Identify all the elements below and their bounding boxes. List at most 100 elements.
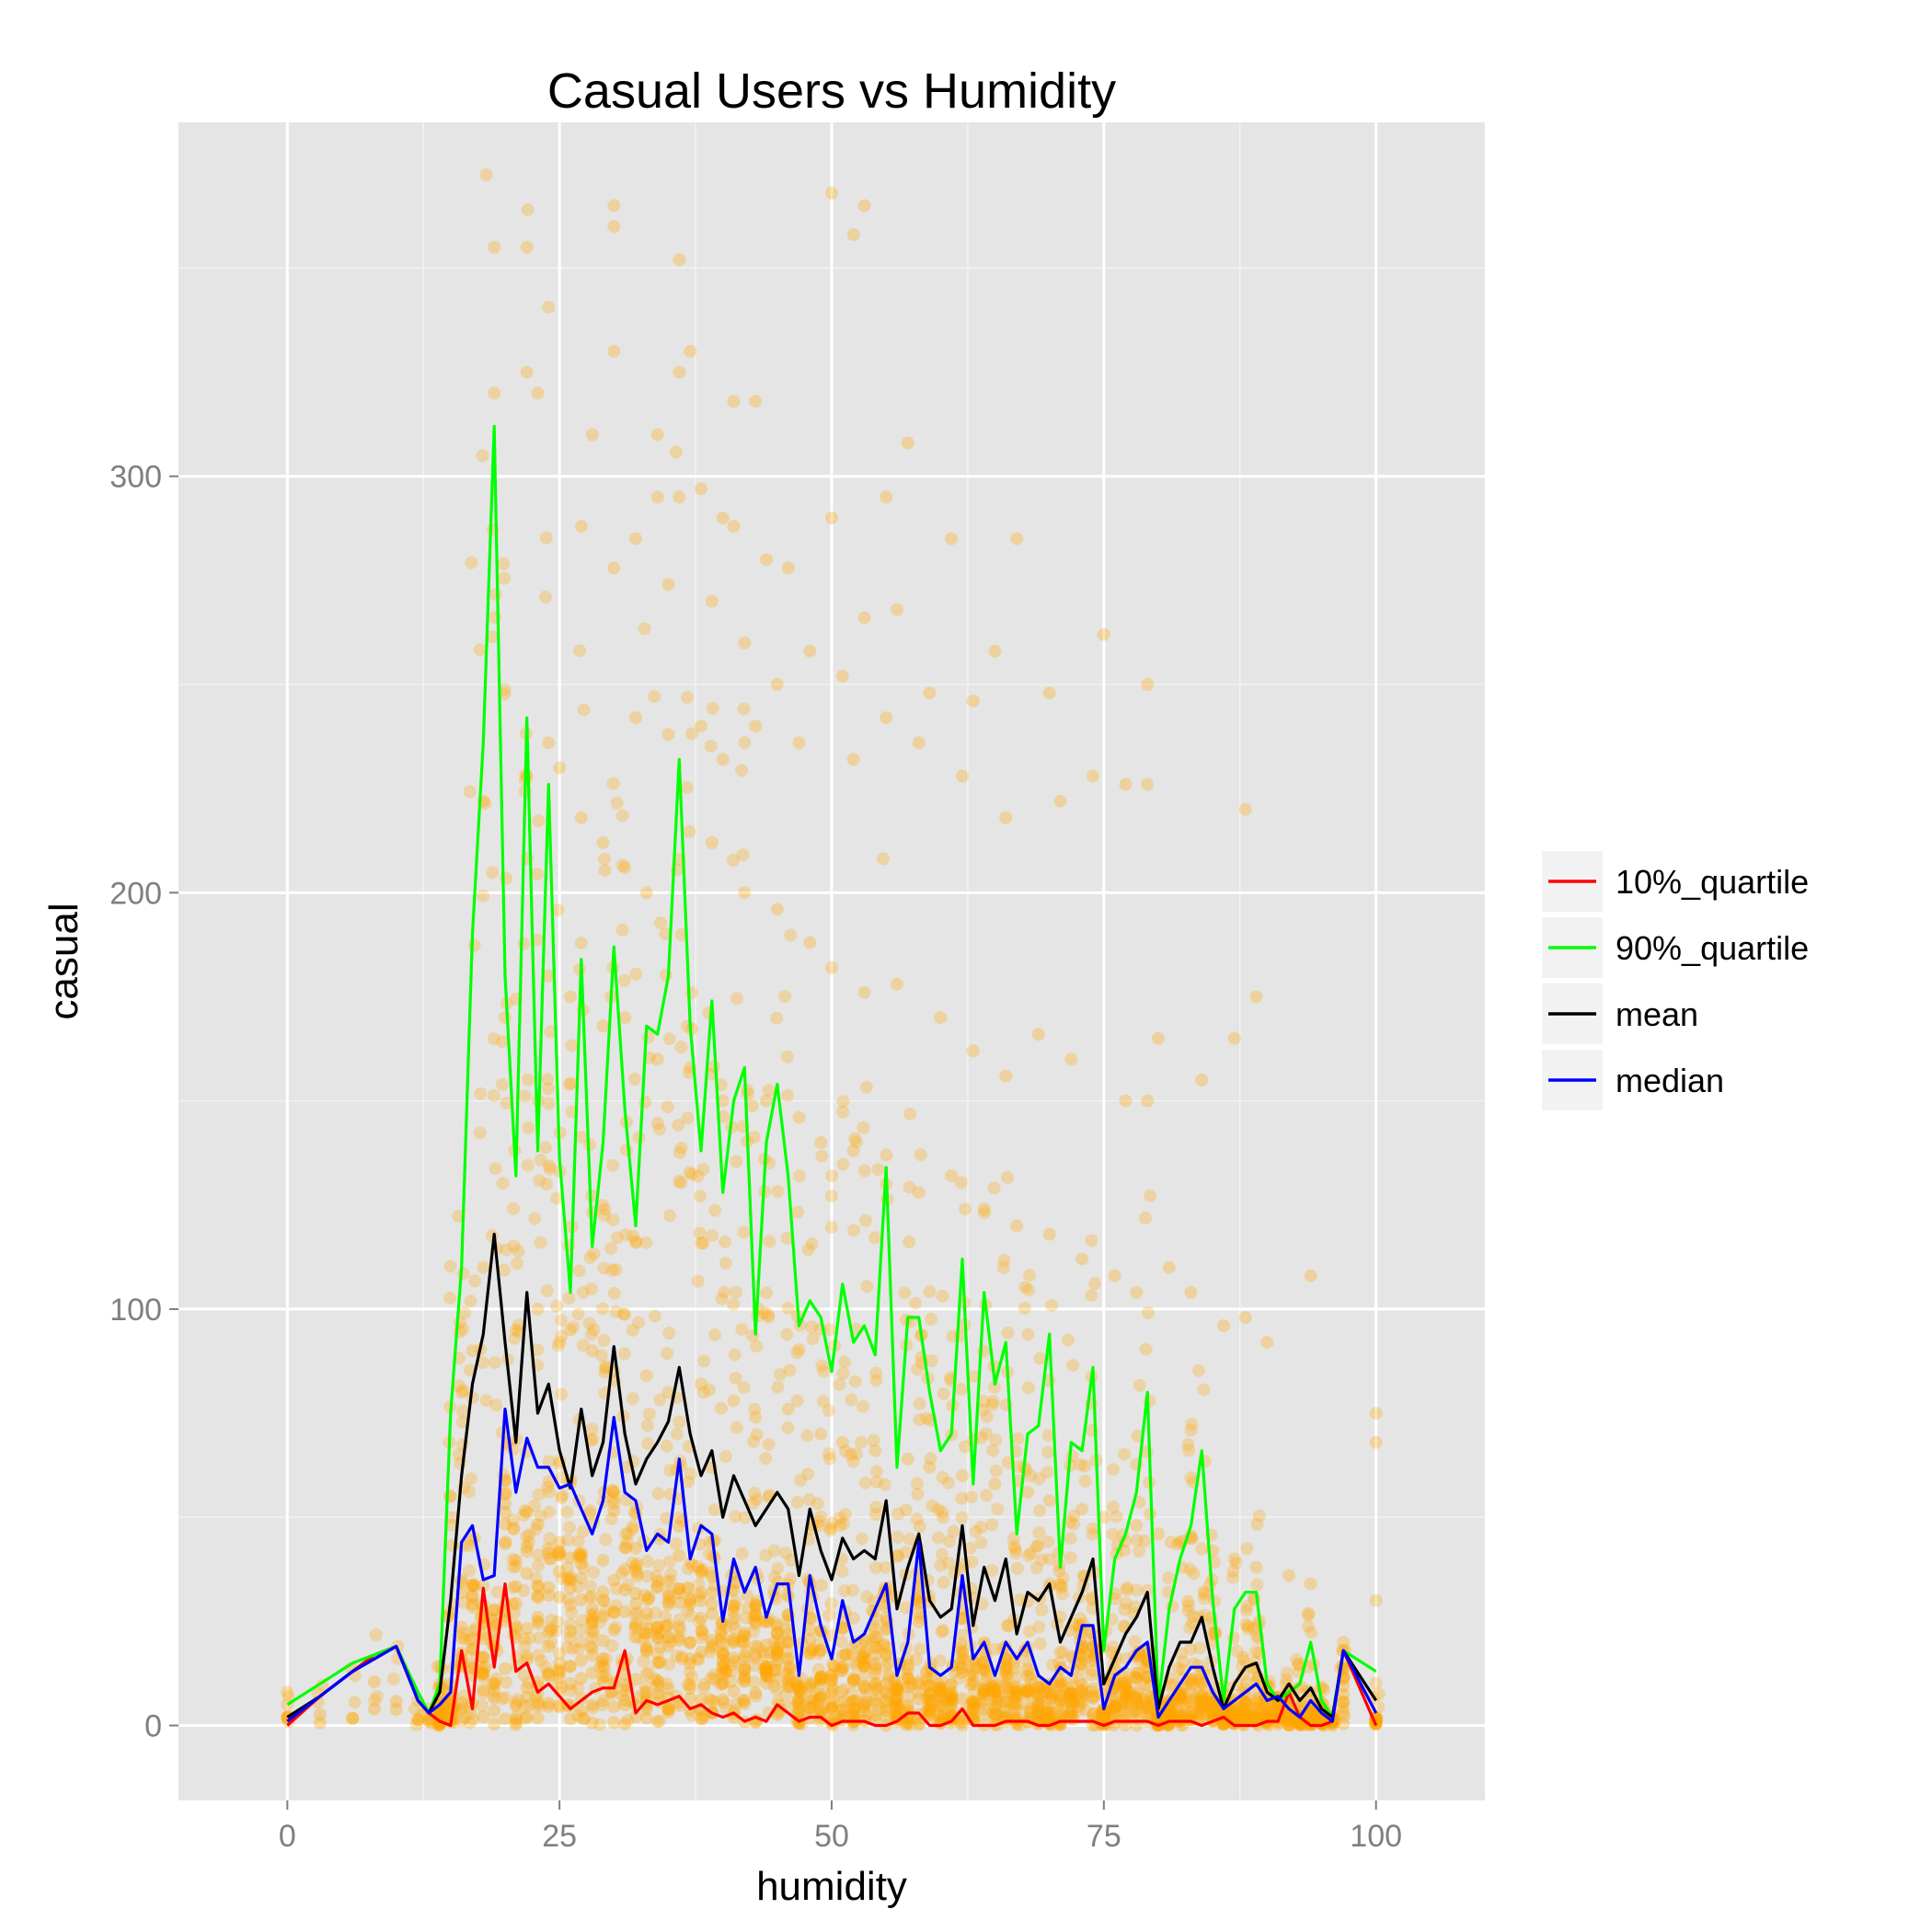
scatter-point xyxy=(835,670,849,683)
scatter-point xyxy=(648,690,661,704)
scatter-point xyxy=(870,1641,884,1655)
scatter-point xyxy=(878,1638,891,1651)
scatter-point xyxy=(1241,1619,1255,1633)
scatter-point xyxy=(1053,1688,1067,1702)
scatter-point xyxy=(727,1611,741,1625)
scatter-point xyxy=(792,1110,806,1124)
scatter-point xyxy=(684,1708,698,1722)
scatter-point xyxy=(891,1693,903,1707)
scatter-point xyxy=(695,1712,707,1726)
scatter-point xyxy=(790,1495,804,1509)
scatter-point xyxy=(1107,1463,1120,1477)
scatter-point xyxy=(1042,686,1056,700)
scatter-point xyxy=(868,1640,882,1654)
scatter-point xyxy=(489,1356,502,1370)
scatter-point xyxy=(708,1203,721,1217)
scatter-point xyxy=(1184,1708,1198,1722)
scatter-point xyxy=(738,1629,752,1643)
scatter-point xyxy=(901,1672,914,1685)
scatter-point xyxy=(564,1712,577,1726)
scatter-point xyxy=(1084,1685,1098,1698)
scatter-point xyxy=(1173,1691,1187,1705)
scatter-point xyxy=(628,1607,642,1621)
scatter-point xyxy=(1119,1094,1133,1108)
scatter-point xyxy=(517,1509,531,1523)
scatter-point xyxy=(762,1084,776,1098)
scatter-point xyxy=(869,1374,883,1387)
scatter-point xyxy=(531,1696,545,1709)
scatter-point xyxy=(574,1557,588,1570)
scatter-point xyxy=(879,1560,892,1574)
scatter-point xyxy=(891,1548,905,1562)
scatter-point xyxy=(811,1697,825,1711)
scatter-point xyxy=(866,1635,880,1649)
scatter-point xyxy=(664,1635,677,1649)
scatter-point xyxy=(1116,1696,1130,1710)
scatter-point xyxy=(487,1689,500,1703)
scatter-point xyxy=(1186,1609,1200,1623)
scatter-point xyxy=(781,1667,795,1681)
scatter-point xyxy=(912,1186,926,1200)
scatter-point xyxy=(1053,1677,1067,1691)
scatter-point xyxy=(719,1235,731,1248)
scatter-point xyxy=(650,1574,664,1588)
scatter-point xyxy=(1097,1717,1110,1731)
scatter-point xyxy=(989,1433,1003,1447)
scatter-point xyxy=(966,1654,980,1667)
scatter-point xyxy=(541,1666,555,1680)
scatter-point xyxy=(891,1678,904,1692)
scatter-point xyxy=(618,1011,632,1025)
scatter-point xyxy=(1116,1677,1130,1691)
scatter-point xyxy=(1097,1712,1110,1726)
scatter-point xyxy=(684,1652,697,1666)
x-tick-label: 100 xyxy=(1350,1819,1402,1854)
scatter-point xyxy=(855,1638,868,1651)
scatter-point xyxy=(477,1579,490,1593)
scatter-point xyxy=(1130,1672,1144,1685)
scatter-point xyxy=(695,1586,707,1600)
scatter-point xyxy=(769,1616,783,1630)
scatter-point xyxy=(1085,1288,1098,1302)
scatter-point xyxy=(520,365,534,379)
scatter-point xyxy=(478,1660,492,1673)
scatter-point xyxy=(1249,1709,1263,1723)
scatter-point xyxy=(1078,1459,1092,1473)
scatter-point xyxy=(1195,1688,1209,1702)
scatter-point xyxy=(520,1650,534,1663)
scatter-point xyxy=(1018,1281,1032,1294)
scatter-point xyxy=(1088,1277,1101,1290)
scatter-point xyxy=(596,1651,610,1665)
scatter-point xyxy=(1182,1443,1196,1457)
scatter-point xyxy=(695,719,707,733)
scatter-point xyxy=(956,1469,969,1482)
scatter-point xyxy=(1259,1709,1272,1723)
scatter-point xyxy=(1206,1705,1220,1719)
scatter-point xyxy=(964,1697,978,1711)
scatter-point xyxy=(1193,1710,1207,1724)
scatter-point xyxy=(1176,1655,1190,1669)
scatter-point xyxy=(542,1475,556,1489)
scatter-point xyxy=(1185,1418,1199,1432)
major-gridlines xyxy=(178,122,1485,1800)
scatter-point xyxy=(1229,1707,1243,1720)
scatter-point xyxy=(534,1699,547,1713)
scatter-point xyxy=(532,1617,546,1630)
scatter-point xyxy=(651,1487,665,1501)
scatter-point xyxy=(757,1663,771,1677)
scatter-point xyxy=(1197,1592,1211,1605)
scatter-point xyxy=(684,1678,697,1692)
scatter-point xyxy=(980,1409,994,1423)
scatter-point xyxy=(697,1682,711,1695)
scatter-point xyxy=(1127,1689,1141,1703)
scatter-point xyxy=(606,1484,620,1498)
scatter-point xyxy=(605,1639,619,1652)
scatter-point xyxy=(648,1672,661,1685)
scatter-point xyxy=(988,644,1002,658)
scatter-point xyxy=(1302,1619,1315,1633)
legend-label: 10%_quartile xyxy=(1616,863,1809,901)
scatter-point xyxy=(781,1420,795,1434)
scatter-point xyxy=(868,1659,882,1672)
scatter-point xyxy=(975,1658,989,1672)
scatter-point xyxy=(727,1394,741,1408)
scatter-point xyxy=(593,1718,607,1731)
